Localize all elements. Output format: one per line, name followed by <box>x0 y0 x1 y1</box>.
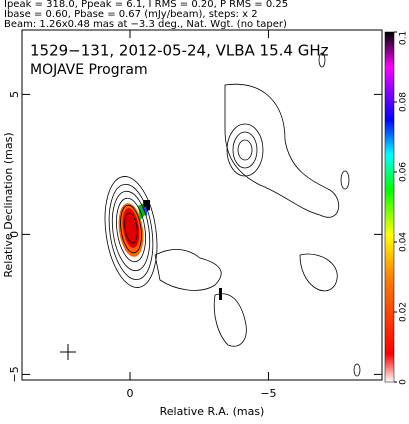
colorbar-tick-label: 0.1 <box>399 31 409 45</box>
colorbar-tick-label: 0.08 <box>399 92 409 112</box>
x-axis-label: Relative R.A. (mas) <box>160 405 265 418</box>
colorbar <box>384 31 395 383</box>
chart-title: 1529−131, 2012-05-24, VLBA 15.4 GHz <box>30 42 329 60</box>
contours <box>60 52 361 377</box>
colorbar-tick-label: 0.04 <box>399 232 409 252</box>
chart-subtitle: MOJAVE Program <box>30 62 148 78</box>
y-tick-label: −5 <box>8 366 21 382</box>
header-line: Ipeak = 318.0, Ppeak = 6.1, I RMS = 0.20… <box>4 0 288 10</box>
x-tick-label: 0 <box>127 387 134 400</box>
colorbar-tick-label: 0.06 <box>399 162 409 182</box>
header-line: Ibase = 0.60, Pbase = 0.67 (mJy/beam), s… <box>4 9 258 20</box>
header-line: Beam: 1.26x0.48 mas at −3.3 deg., Nat. W… <box>4 19 287 30</box>
y-tick-label: 0 <box>8 231 21 238</box>
colorbar-tick-label: 0 <box>399 379 409 385</box>
plot-frame <box>21 29 383 381</box>
x-tick-label: −5 <box>260 387 276 400</box>
y-axis-label: Relative Declination (mas) <box>2 132 15 277</box>
y-tick-label: 5 <box>8 91 21 98</box>
colorbar-tick-label: 0.02 <box>399 302 409 322</box>
